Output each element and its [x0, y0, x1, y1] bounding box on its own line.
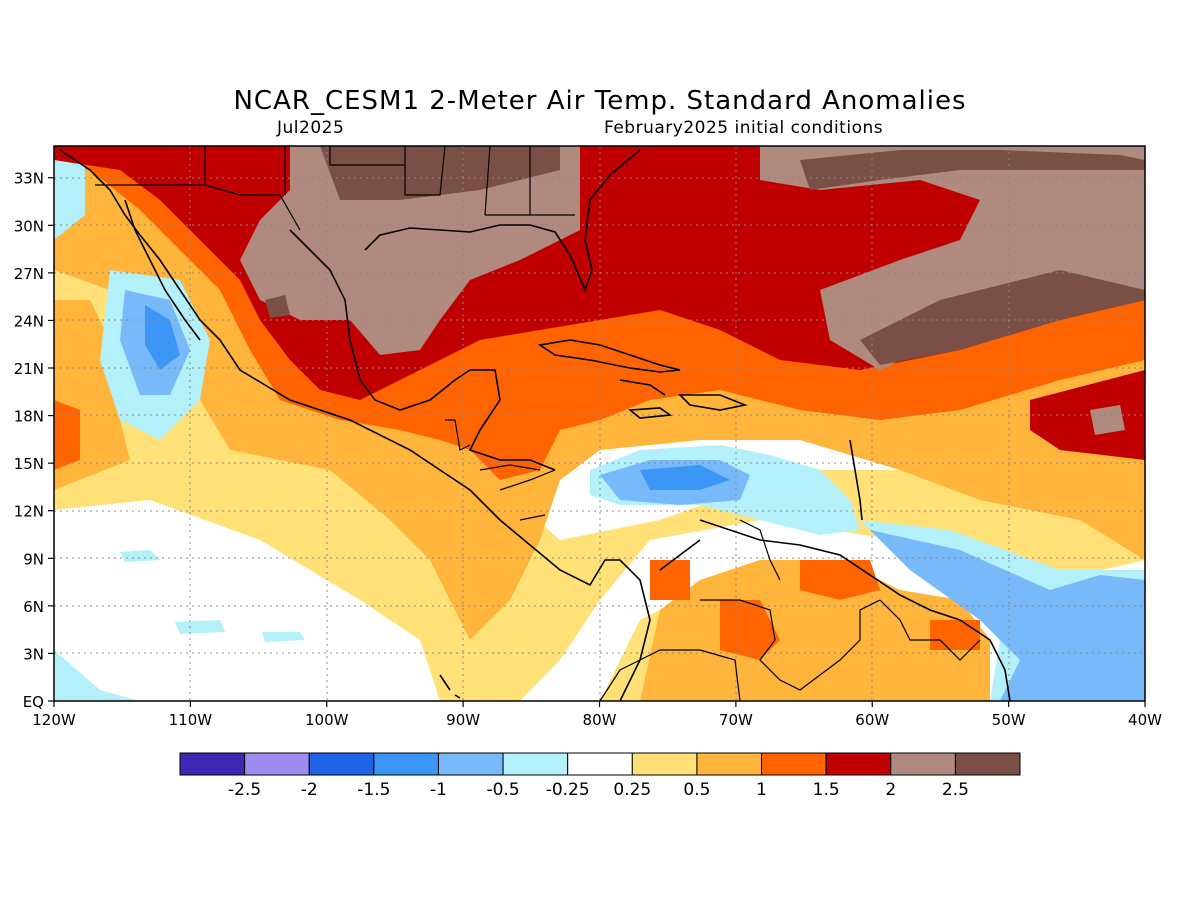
lon-tick-label: 110W [169, 711, 213, 729]
lat-tick-label: 27N [14, 265, 44, 283]
latitude-axis: 33N 30N 27N 24N 21N 18N 15N 12N 9N 6N 3N EQ [14, 170, 54, 711]
legend-label: -0.25 [546, 780, 590, 800]
lon-tick-label: 90W [446, 711, 480, 729]
legend-swatch [567, 752, 633, 776]
legend-label: 2.5 [942, 780, 969, 800]
legend-label: -2 [301, 780, 318, 800]
legend-swatch [696, 752, 763, 776]
legend-label: 2 [885, 780, 896, 800]
color-legend: -2.5 -2 -1.5 -1 -0.5 -0.25 0.25 0.5 1 1.5 2 2.5 [179, 752, 1021, 800]
borders [95, 146, 981, 701]
map-title: NCAR_CESM1 2-Meter Air Temp. Standard An… [233, 86, 967, 116]
legend-swatch [373, 752, 439, 776]
legend-swatch [825, 752, 892, 776]
legend-label: 1.5 [813, 780, 840, 800]
lon-tick-label: 40W [1128, 711, 1162, 729]
valid-month-label: Jul2025 [277, 118, 345, 138]
lon-tick-label: 50W [992, 711, 1026, 729]
lat-tick-label: 6N [23, 598, 44, 616]
legend-swatch [954, 752, 1021, 776]
anomaly-field [54, 146, 1145, 701]
lon-tick-label: 80W [583, 711, 617, 729]
legend-label: 0.5 [683, 780, 710, 800]
lat-tick-label: 33N [14, 170, 44, 188]
lat-tick-label: 18N [14, 408, 44, 426]
coastlines [59, 149, 1011, 701]
legend-swatch [308, 752, 375, 776]
legend-swatch [890, 752, 956, 776]
graticule [54, 146, 1145, 701]
lat-tick-label: 21N [14, 360, 44, 378]
legend-label: -1 [430, 780, 447, 800]
legend-label: -2.5 [228, 780, 261, 800]
lat-tick-label: 12N [14, 503, 44, 521]
lat-tick-label: 30N [14, 217, 44, 235]
lat-tick-label: 15N [14, 455, 44, 473]
lon-tick-label: 70W [719, 711, 753, 729]
legend-label: -0.5 [486, 780, 519, 800]
lon-tick-label: 120W [32, 711, 76, 729]
lat-tick-label: 9N [23, 550, 44, 568]
lon-tick-label: 100W [305, 711, 349, 729]
legend-swatch [761, 752, 827, 776]
legend-swatch [502, 752, 569, 776]
legend-swatch [244, 752, 310, 776]
lon-tick-label: 60W [855, 711, 889, 729]
legend-label: -1.5 [357, 780, 390, 800]
initial-conditions-label: February2025 initial conditions [604, 118, 884, 138]
legend-swatch [437, 752, 504, 776]
legend-swatch [631, 752, 698, 776]
longitude-axis: 120W 110W 100W 90W 80W 70W 60W 50W 40W [32, 701, 1162, 729]
lat-tick-label: EQ [23, 693, 44, 711]
lat-tick-label: 24N [14, 312, 44, 330]
legend-label: 1 [756, 780, 767, 800]
legend-swatch [179, 752, 246, 776]
legend-label: 0.25 [613, 780, 651, 800]
lat-tick-label: 3N [23, 645, 44, 663]
